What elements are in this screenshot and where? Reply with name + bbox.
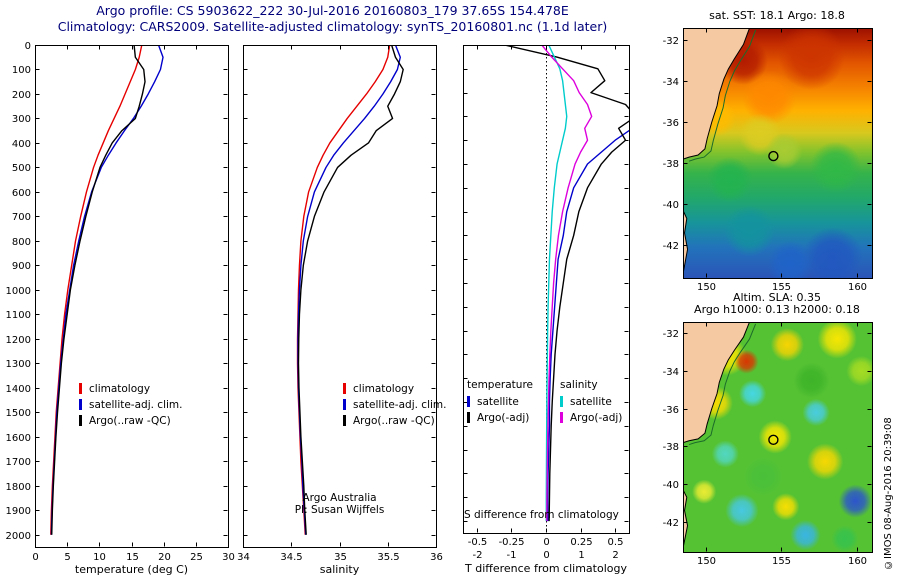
legend-item: Argo(..raw -QC) bbox=[343, 413, 446, 429]
legend-label: climatology bbox=[89, 383, 151, 395]
figure-title-line1: Argo profile: CS 5903622_222 30-Jul-2016… bbox=[96, 3, 569, 18]
argo-program-annotation: Argo Australia PI: Susan Wijffels bbox=[243, 492, 436, 516]
s-diff-inner-label: S difference from climatology bbox=[464, 509, 619, 521]
legend-label: satellite bbox=[570, 396, 612, 408]
legend-swatch bbox=[79, 383, 82, 394]
t-diff-axis-label: T difference from climatology bbox=[465, 562, 627, 575]
legend-temp-panel: climatology satellite-adj. clim. Argo(..ra… bbox=[79, 381, 182, 429]
legend-label: satellite-adj. clim. bbox=[89, 399, 183, 411]
legend-swatch bbox=[560, 396, 563, 407]
legend-label: Argo(..raw -QC) bbox=[89, 415, 171, 427]
sla-map-title: Altim. SLA: 0.35 bbox=[732, 291, 822, 304]
legend-swatch bbox=[560, 412, 563, 423]
legend-item: Argo(..raw -QC) bbox=[79, 413, 182, 429]
legend-item: climatology bbox=[79, 381, 182, 397]
legend-diff-salinity: salinity satellite Argo(-adj) bbox=[560, 378, 622, 426]
legend-label: satellite bbox=[477, 396, 519, 408]
legend-label: Argo(-adj) bbox=[570, 412, 623, 424]
legend-label: satellite-adj. clim. bbox=[353, 399, 447, 411]
legend-swatch bbox=[467, 412, 470, 423]
legend-swatch bbox=[79, 399, 82, 410]
legend-swatch bbox=[343, 399, 346, 410]
argo-program-line: Argo Australia bbox=[302, 492, 377, 504]
legend-header: salinity bbox=[560, 379, 598, 391]
legend-item: satellite-adj. clim. bbox=[79, 397, 182, 413]
figure-title-line2: Climatology: CARS2009. Satellite-adjuste… bbox=[57, 19, 608, 34]
salinity-axis-label: salinity bbox=[319, 563, 360, 576]
legend-item: satellite bbox=[560, 394, 622, 410]
sla-map-subtitle: Argo h1000: 0.13 h2000: 0.18 bbox=[694, 303, 860, 316]
legend-swatch bbox=[343, 383, 346, 394]
legend-item: Argo(-adj) bbox=[560, 410, 622, 426]
legend-item: climatology bbox=[343, 381, 446, 397]
legend-label: climatology bbox=[353, 383, 415, 395]
legend-item: Argo(-adj) bbox=[467, 410, 533, 426]
legend-diff-temperature: temperature satellite Argo(-adj) bbox=[467, 378, 533, 426]
legend-swatch bbox=[79, 415, 82, 426]
legend-label: Argo(..raw -QC) bbox=[353, 415, 435, 427]
legend-header: temperature bbox=[467, 379, 533, 391]
sst-map-title: sat. SST: 18.1 Argo: 18.8 bbox=[709, 9, 845, 22]
legend-salinity-panel: climatology satellite-adj. clim. Argo(..ra… bbox=[343, 381, 446, 429]
legend-label: Argo(-adj) bbox=[477, 412, 530, 424]
legend-swatch bbox=[343, 415, 346, 426]
temp-axis-label: temperature (deg C) bbox=[74, 563, 189, 576]
legend-item: satellite-adj. clim. bbox=[343, 397, 446, 413]
legend-swatch bbox=[467, 396, 470, 407]
pi-line: PI: Susan Wijffels bbox=[294, 504, 385, 516]
legend-item: satellite bbox=[467, 394, 533, 410]
imos-watermark: ©IMOS 08-Aug-2016 20:39:08 bbox=[883, 417, 894, 570]
